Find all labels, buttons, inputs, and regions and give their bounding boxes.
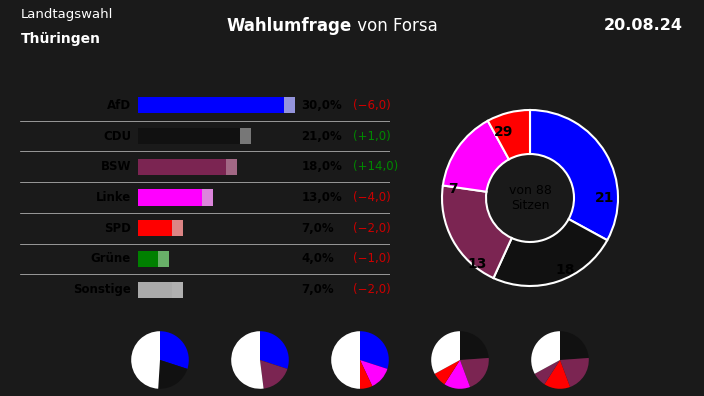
Text: SPD: SPD [104,222,131,235]
Wedge shape [331,331,360,389]
Text: (−6,0): (−6,0) [353,99,391,112]
Bar [139,189,201,206]
Wedge shape [444,360,470,389]
Wedge shape [360,360,372,389]
Text: BSW: BSW [101,160,131,173]
Wedge shape [158,360,187,389]
Text: AfD: AfD [107,99,131,112]
Text: 13,0%: 13,0% [301,191,342,204]
Bar [172,220,184,236]
Wedge shape [530,110,618,240]
Wedge shape [560,331,589,360]
Bar [240,128,251,144]
Wedge shape [231,331,263,389]
Wedge shape [460,358,489,387]
Text: 18,0%: 18,0% [301,160,342,173]
Wedge shape [532,331,560,374]
Text: 7,0%: 7,0% [301,222,334,235]
Wedge shape [131,331,160,389]
Text: (−2,0): (−2,0) [353,283,391,296]
Bar [226,159,237,175]
Wedge shape [560,358,589,387]
Text: (+1,0): (+1,0) [353,129,391,143]
Text: Sonstige: Sonstige [73,283,131,296]
Wedge shape [360,360,387,386]
Wedge shape [260,360,287,388]
Wedge shape [360,331,389,369]
Text: von Forsa: von Forsa [352,17,438,35]
Wedge shape [260,331,289,369]
Text: Nächste Wahl am:: Nächste Wahl am: [234,59,352,72]
Text: 7,0%: 7,0% [301,283,334,296]
Wedge shape [460,331,489,360]
Text: 01.09.2024: 01.09.2024 [352,59,432,72]
Text: 18: 18 [555,263,575,277]
Text: (−2,0): (−2,0) [353,222,391,235]
Text: Landtagswahl: Landtagswahl [21,8,113,21]
Text: 7: 7 [448,182,458,196]
Wedge shape [535,360,560,384]
Bar [139,128,240,144]
Bar [158,251,169,267]
Text: 30,0%: 30,0% [301,99,342,112]
Text: 4,0%: 4,0% [301,252,334,265]
Text: 21,0%: 21,0% [301,129,342,143]
Text: Wahlumfrage: Wahlumfrage [227,17,352,35]
Bar [172,282,184,298]
Text: Grüne: Grüne [91,252,131,265]
Bar [139,220,172,236]
Text: von 88
Sitzen: von 88 Sitzen [508,184,551,212]
Wedge shape [442,185,512,278]
Text: 29: 29 [494,125,513,139]
Text: (+14,0): (+14,0) [353,160,398,173]
Text: CDU: CDU [103,129,131,143]
Bar [139,282,172,298]
Text: (−4,0): (−4,0) [353,191,391,204]
Text: (−1,0): (−1,0) [353,252,391,265]
Text: Linke: Linke [96,191,131,204]
Bar [139,159,226,175]
Text: 21: 21 [595,191,615,205]
Bar [139,97,284,113]
Bar [284,97,295,113]
Bar [139,251,158,267]
Wedge shape [435,360,460,384]
Wedge shape [544,360,570,389]
Wedge shape [432,331,460,374]
Text: 13: 13 [467,257,487,271]
Text: Thüringen: Thüringen [21,32,101,46]
Wedge shape [160,331,189,369]
Wedge shape [488,110,530,159]
Bar [201,189,213,206]
Wedge shape [494,219,608,286]
Wedge shape [443,121,509,192]
Text: 20.08.24: 20.08.24 [604,19,683,34]
